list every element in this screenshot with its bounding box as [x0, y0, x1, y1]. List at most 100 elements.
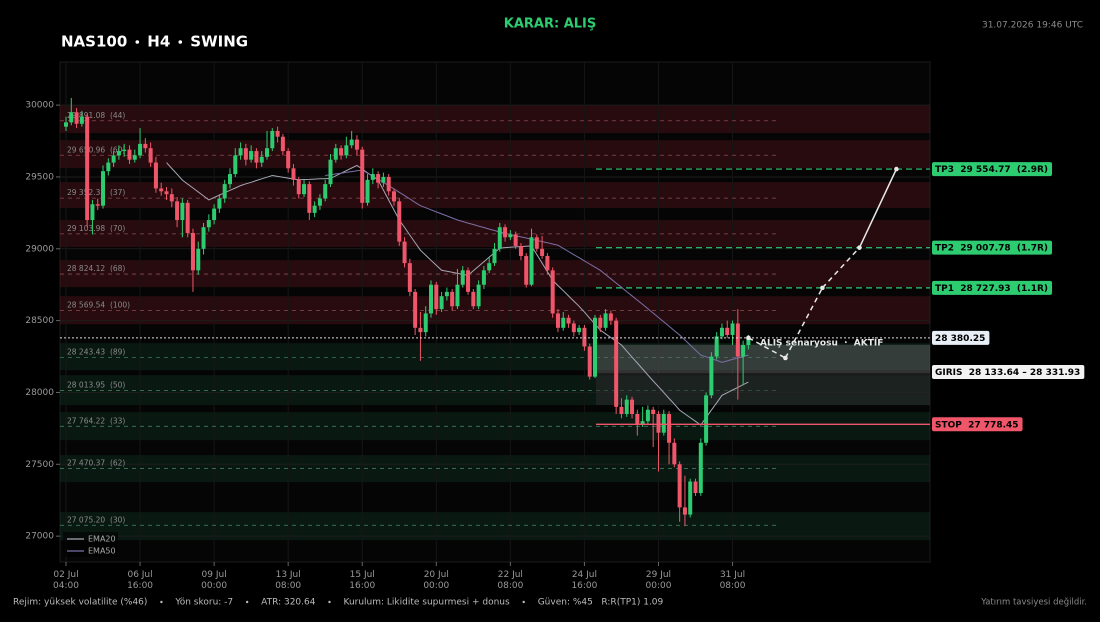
x-tick-label: 29 Jul 00:00 [646, 570, 672, 591]
footer-separator [160, 600, 163, 604]
timestamp: 31.07.2026 19:46 UTC [982, 21, 1083, 31]
y-tick-label: 27500 [25, 460, 54, 470]
candle-body [582, 327, 587, 347]
candle-body [635, 414, 640, 425]
candle-body [429, 284, 434, 314]
price-tag-box [932, 330, 990, 345]
candle-body [275, 130, 280, 137]
candle-body [492, 248, 497, 264]
candle-body [391, 191, 396, 202]
candle-body [164, 191, 169, 195]
candle-body [413, 291, 418, 328]
candle-body [667, 414, 672, 443]
footer-item: Yön skoru: -7 [174, 598, 233, 608]
candle-body [603, 313, 608, 328]
footer-separator [522, 600, 525, 604]
candle-body [153, 162, 158, 189]
candle-body [730, 323, 735, 335]
projection-segment [748, 337, 786, 359]
candle-body [222, 184, 227, 199]
risk-shade [596, 373, 930, 406]
candle-body [698, 442, 703, 494]
candle-body [190, 232, 195, 271]
candle-body [423, 313, 428, 333]
price-tag: GIRIS 28 133.64 – 28 331.93 [932, 364, 1085, 379]
chart-title: SWING [190, 33, 248, 51]
level-label: 28 243.43 (89) [67, 347, 125, 356]
y-tick-label: 28000 [25, 388, 54, 398]
projection-segment [858, 168, 898, 248]
candle-body [545, 255, 550, 271]
level-label: 27 764.22 (33) [67, 416, 125, 425]
candle-body [598, 317, 603, 328]
level-label: 28 569.54 (100) [67, 301, 130, 310]
x-tick-label: 15 Jul 16:00 [349, 570, 375, 591]
footer-item: Güven: %45 R:R(TP1) 1.09 [538, 598, 664, 608]
candle-body [238, 148, 243, 156]
price-tag-label: TP2 29 007.78 (1.7R) [935, 244, 1048, 254]
candle-body [714, 336, 719, 357]
candle-body [555, 313, 560, 328]
candle-body [614, 320, 619, 407]
footer-item: Rejim: yüksek volatilite (%46) [13, 598, 147, 608]
candle-body [640, 421, 645, 425]
legend-label: EMA50 [88, 547, 116, 556]
decision: KARAR: ALIŞ [504, 17, 597, 32]
candle-body [481, 270, 486, 285]
footer-separator [245, 600, 249, 604]
candle-body [529, 237, 534, 285]
candle-body [138, 143, 143, 156]
level-label: 29 103.98 (70) [67, 224, 125, 233]
candle-body [95, 204, 100, 206]
candle-body [656, 414, 661, 433]
candle-body [407, 263, 412, 292]
candle-body [376, 174, 381, 183]
level-label: 28 824.12 (68) [67, 264, 125, 273]
candle-body [450, 291, 455, 307]
price-tag-label: STOP 27 778.45 [935, 420, 1019, 430]
candle-body [328, 159, 333, 185]
x-tick-label: 24 Jul 16:00 [571, 570, 597, 591]
candle-body [672, 442, 677, 465]
candle-body [122, 149, 127, 152]
candle-body [704, 395, 709, 443]
candle-body [381, 176, 386, 183]
candle-body [476, 284, 481, 307]
price-tag-box [932, 280, 1053, 295]
candle-body [370, 174, 375, 180]
y-tick-label: 27000 [25, 532, 54, 542]
candle-body [386, 176, 391, 192]
price-tag-label: TP1 28 727.93 (1.1R) [935, 284, 1048, 294]
projection-segment [784, 287, 824, 359]
candle-body [508, 234, 513, 238]
title-separator [135, 40, 140, 44]
candle-body [561, 317, 566, 328]
candle-body [180, 202, 185, 221]
plot-area [59, 61, 931, 563]
candle-body [360, 149, 365, 203]
candle-body [444, 291, 449, 297]
price-tag-box [932, 240, 1053, 255]
price-tag-label: TP3 29 554.77 (2.9R) [935, 165, 1048, 175]
candle-body [217, 198, 222, 209]
candle-body [111, 155, 116, 163]
candle-body [354, 139, 359, 150]
price-tag: 28 380.25 [932, 330, 990, 345]
candle-body [85, 116, 90, 221]
candle-body [143, 143, 148, 149]
candle-body [323, 184, 328, 199]
candle-body [185, 202, 190, 233]
candle-body [397, 201, 402, 242]
candle-body [333, 148, 338, 160]
candle-body [497, 227, 502, 249]
price-tag: TP1 28 727.93 (1.1R) [932, 280, 1053, 295]
x-tick-label: 22 Jul 08:00 [497, 570, 523, 591]
candle-body [233, 155, 238, 175]
level-zone [60, 260, 930, 288]
x-tick-label: 06 Jul 16:00 [127, 570, 153, 591]
candle-body [127, 149, 132, 160]
level-zone [60, 512, 930, 541]
candle-body [709, 356, 714, 396]
candle-body [106, 162, 111, 172]
